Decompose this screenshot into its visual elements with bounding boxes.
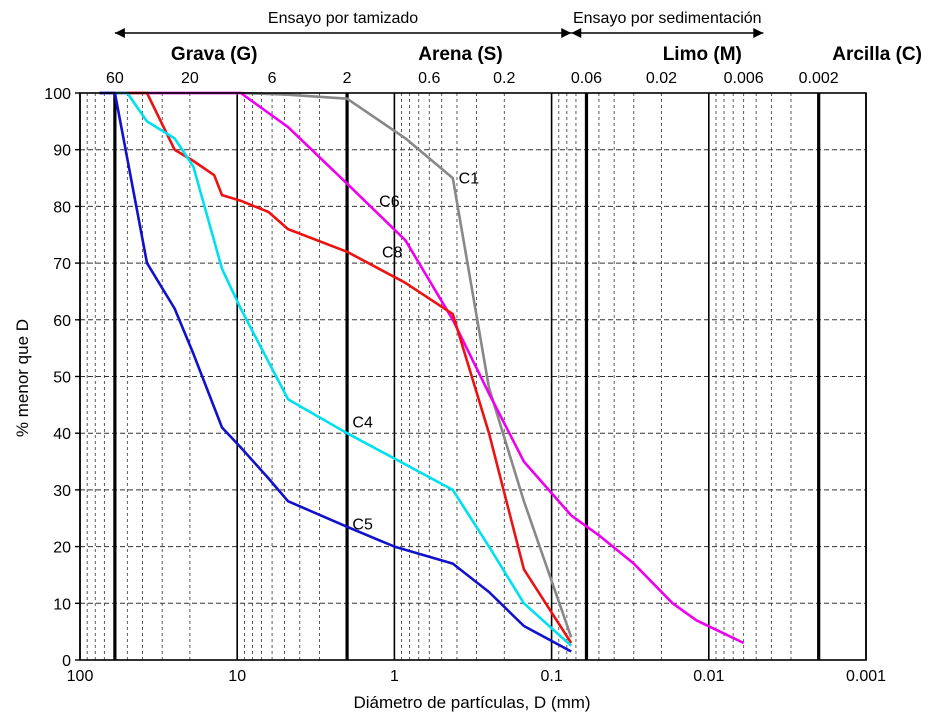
y-tick-label: 0: [62, 653, 71, 670]
size-category-label: Grava (G): [171, 44, 258, 65]
size-category-label: Arena (S): [418, 44, 502, 65]
top-tick-label: 0.02: [646, 70, 677, 87]
y-tick-label: 90: [53, 143, 71, 160]
x-tick-label: 1: [390, 668, 399, 685]
top-tick-label: 2: [343, 70, 352, 87]
top-tick-label: 0.06: [571, 70, 602, 87]
y-axis-label: % menor que D: [13, 319, 32, 437]
text-layer: 0 10 20 30 40 50 60 70 80 90 100 100 10 1 0.1 0.01 0.001…: [44, 10, 922, 685]
y-tick-label: 30: [53, 483, 71, 500]
top-tick-label: 0.6: [418, 70, 440, 87]
x-tick-label: 100: [67, 668, 94, 685]
series-c4-line: [99, 91, 573, 647]
range-arrowhead: [561, 28, 572, 38]
y-tick-label: 20: [53, 540, 71, 557]
range-arrowhead: [571, 28, 582, 38]
y-tick-label: 80: [53, 199, 71, 216]
curve-label-c5: C5: [352, 517, 373, 534]
curve-label-c4: C4: [352, 415, 373, 432]
range-arrowhead: [114, 28, 125, 38]
range-arrowhead: [753, 28, 764, 38]
y-tick-label: 50: [53, 370, 71, 387]
range-annotation-label: Ensayo por sedimentación: [573, 10, 762, 27]
top-tick-label: 0.002: [799, 70, 839, 87]
curve-label-c6: C6: [379, 193, 400, 210]
top-tick-label: 0.2: [493, 70, 515, 87]
x-tick-label: 10: [228, 668, 246, 685]
series-c1-line: [99, 91, 573, 638]
range-annotation-label: Ensayo por tamizado: [268, 10, 418, 27]
top-tick-label: 0.006: [724, 70, 764, 87]
y-tick-label: 100: [44, 86, 71, 103]
curve-label-c1: C1: [459, 171, 480, 188]
x-tick-label: 0.01: [693, 668, 724, 685]
curve-label-c8: C8: [382, 244, 403, 261]
size-category-label: Arcilla (C): [832, 44, 922, 65]
x-tick-label: 0.001: [846, 668, 886, 685]
top-tick-label: 20: [181, 70, 199, 87]
top-tick-label: 60: [106, 70, 124, 87]
frame-layer: [75, 92, 867, 661]
x-tick-label: 0.1: [540, 668, 562, 685]
y-tick-label: 70: [53, 256, 71, 273]
x-axis-label: Diámetro de partículas, D (mm): [353, 693, 590, 712]
series-c8-line: [99, 91, 573, 644]
y-tick-label: 10: [53, 596, 71, 613]
series-c5-line: [99, 91, 572, 653]
y-tick-label: 40: [53, 426, 71, 443]
y-tick-label: 60: [53, 313, 71, 330]
series-layer: [99, 91, 745, 653]
size-category-label: Limo (M): [663, 44, 742, 65]
top-tick-label: 6: [268, 70, 277, 87]
